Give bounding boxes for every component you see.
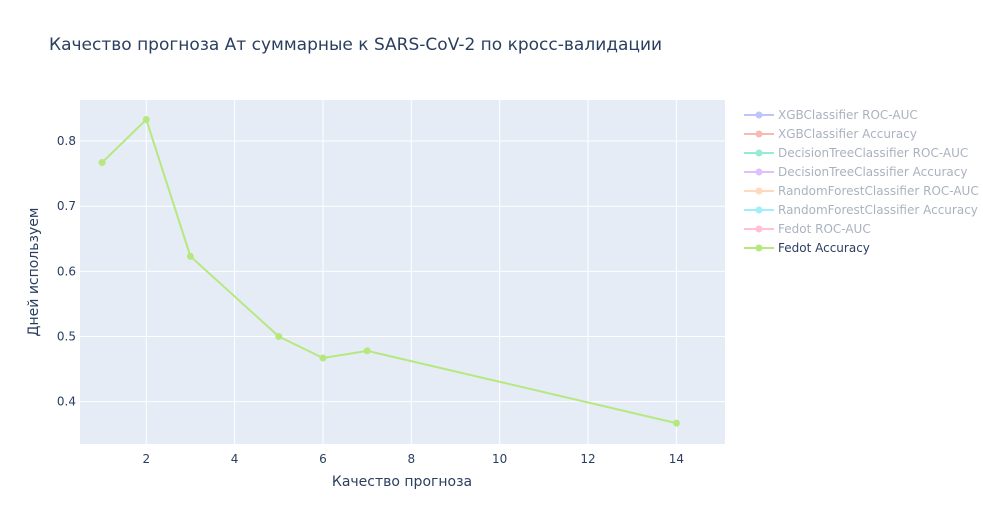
legend-item[interactable]: DecisionTreeClassifier ROC-AUC: [744, 146, 968, 160]
legend-label: DecisionTreeClassifier Accuracy: [778, 165, 967, 179]
x-tick-label: 4: [231, 452, 239, 466]
x-axis-label: Качество прогноза: [332, 474, 472, 490]
y-tick-label: 0.6: [57, 264, 76, 278]
data-point[interactable]: [363, 347, 371, 355]
legend-item[interactable]: Fedot ROC-AUC: [744, 222, 871, 236]
x-tick-label: 6: [319, 452, 327, 466]
x-tick-label: 2: [142, 452, 150, 466]
legend-marker-icon: [755, 206, 763, 214]
y-tick-label: 0.8: [57, 134, 76, 148]
legend-marker-icon: [755, 168, 763, 176]
x-tick-label: 12: [580, 452, 595, 466]
x-tick-label: 8: [408, 452, 416, 466]
legend-label: RandomForestClassifier Accuracy: [778, 203, 978, 217]
x-tick-label: 10: [492, 452, 507, 466]
legend-item[interactable]: XGBClassifier ROC-AUC: [744, 108, 918, 122]
series-line: [98, 116, 680, 427]
legend-marker-icon: [755, 111, 763, 119]
legend-item[interactable]: DecisionTreeClassifier Accuracy: [744, 165, 967, 179]
legend[interactable]: XGBClassifier ROC-AUC XGBClassifier Accur…: [744, 108, 979, 255]
legend-label: Fedot Accuracy: [778, 241, 870, 255]
legend-marker-icon: [755, 149, 763, 157]
legend-item[interactable]: RandomForestClassifier Accuracy: [744, 203, 978, 217]
legend-item[interactable]: Fedot Accuracy: [744, 241, 870, 255]
legend-item[interactable]: XGBClassifier Accuracy: [744, 127, 917, 141]
axis-ticks: 2 4 6 8 10 12 14 0.4 0.5 0.6 0.7 0.8: [57, 134, 684, 466]
legend-label: Fedot ROC-AUC: [778, 222, 871, 236]
y-tick-label: 0.7: [57, 199, 76, 213]
legend-label: RandomForestClassifier ROC-AUC: [778, 184, 979, 198]
legend-marker-icon: [755, 187, 763, 195]
data-point[interactable]: [672, 419, 680, 427]
x-tick-label: 14: [669, 452, 684, 466]
legend-label: XGBClassifier ROC-AUC: [778, 108, 918, 122]
y-axis-label: Дней используем: [26, 208, 42, 337]
y-tick-label: 0.4: [57, 395, 76, 409]
data-point[interactable]: [319, 354, 327, 362]
legend-label: XGBClassifier Accuracy: [778, 127, 917, 141]
legend-marker-icon: [755, 244, 763, 252]
legend-label: DecisionTreeClassifier ROC-AUC: [778, 146, 968, 160]
data-point[interactable]: [186, 252, 194, 260]
legend-marker-icon: [755, 130, 763, 138]
legend-marker-icon: [755, 225, 763, 233]
data-point[interactable]: [142, 116, 150, 124]
chart-title: Качество прогноза Ат суммарные к SARS-Co…: [49, 35, 662, 55]
plot-area: [80, 100, 725, 444]
grid-lines: [80, 100, 725, 444]
data-point[interactable]: [275, 333, 283, 340]
y-tick-label: 0.5: [57, 330, 76, 344]
series-layer: [98, 116, 680, 427]
data-point[interactable]: [98, 159, 106, 167]
legend-item[interactable]: RandomForestClassifier ROC-AUC: [744, 184, 979, 198]
